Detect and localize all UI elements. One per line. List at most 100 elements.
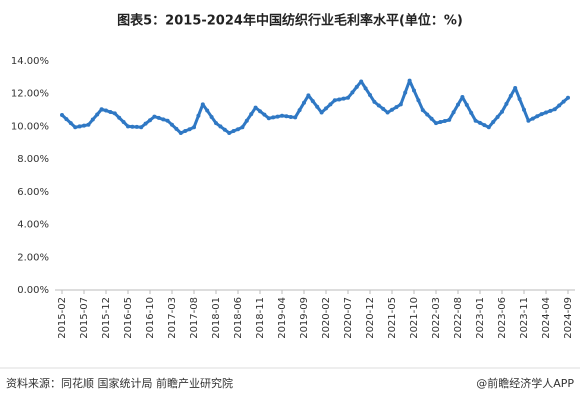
point <box>508 93 513 98</box>
source: 资料来源：同花顺 国家统计局 前瞻产业研究院 <box>6 376 233 390</box>
point <box>456 102 460 107</box>
point <box>161 117 166 122</box>
series-line <box>60 79 569 135</box>
point <box>126 124 130 129</box>
point <box>196 113 201 118</box>
credit: @前瞻经济学人APP <box>476 376 574 390</box>
point <box>302 100 306 105</box>
x-tick-label: 2015-07 <box>79 297 90 339</box>
point <box>108 110 113 115</box>
x-tick-label: 2023-01 <box>475 297 486 339</box>
point <box>416 98 421 103</box>
y-tick-label: 0.00% <box>17 285 49 296</box>
point <box>266 116 271 121</box>
x-tick-label: 2019-04 <box>277 297 288 339</box>
point <box>403 90 408 95</box>
point <box>337 97 342 102</box>
point <box>231 129 236 134</box>
x-tick-label: 2022-03 <box>431 297 442 339</box>
point <box>460 94 465 99</box>
point <box>425 112 430 117</box>
point <box>117 115 122 120</box>
x-tick-label: 2023-06 <box>497 297 508 339</box>
point <box>90 117 95 122</box>
point <box>77 124 82 129</box>
point <box>526 118 531 123</box>
point <box>566 95 570 100</box>
point <box>447 117 452 122</box>
point <box>469 110 474 115</box>
point <box>332 98 337 103</box>
point <box>368 93 372 98</box>
point <box>491 120 496 125</box>
point <box>381 106 386 111</box>
point <box>165 118 170 123</box>
x-tick-label: 2015-12 <box>101 297 112 339</box>
point <box>442 119 447 124</box>
point <box>350 90 355 95</box>
point <box>262 112 267 117</box>
x-tick-label: 2018-11 <box>255 297 266 339</box>
point <box>495 114 500 119</box>
point <box>354 84 359 89</box>
point <box>385 110 390 115</box>
point <box>95 112 100 117</box>
point <box>218 124 223 129</box>
point <box>473 118 478 123</box>
chart-title: 图表5：2015-2024年中国纺织行业毛利率水平(单位：%) <box>117 13 463 29</box>
point <box>306 93 311 98</box>
point <box>187 127 192 132</box>
x-tick-label: 2016-05 <box>123 297 134 339</box>
point <box>429 116 434 121</box>
point <box>271 115 276 120</box>
x-tick-label: 2023-11 <box>519 297 530 339</box>
y-tick-label: 2.00% <box>17 252 49 263</box>
point <box>376 103 381 108</box>
point <box>152 114 157 119</box>
x-tick-label: 2020-02 <box>321 297 332 339</box>
point <box>557 103 562 108</box>
point <box>86 122 91 127</box>
point <box>394 105 399 110</box>
x-tick-label: 2017-03 <box>167 297 178 339</box>
x-tick-label: 2024-09 <box>563 297 574 339</box>
point <box>341 96 346 101</box>
point <box>561 99 566 104</box>
point <box>552 107 557 112</box>
point <box>170 122 174 127</box>
y-tick-label: 4.00% <box>17 220 49 231</box>
point <box>258 109 262 114</box>
point <box>209 114 214 119</box>
y-tick-label: 14.00% <box>11 56 49 67</box>
point <box>324 106 328 111</box>
point <box>398 102 403 107</box>
point <box>315 104 320 109</box>
x-tick-label: 2018-06 <box>233 297 244 339</box>
point <box>412 88 416 93</box>
point <box>319 110 324 115</box>
point <box>130 124 135 129</box>
point <box>134 124 139 129</box>
point <box>275 114 280 119</box>
point <box>68 121 73 126</box>
point <box>451 110 456 115</box>
point <box>390 107 394 112</box>
point <box>372 99 377 104</box>
point <box>99 107 104 112</box>
point <box>178 130 183 135</box>
point <box>530 116 535 121</box>
point <box>143 121 148 126</box>
point <box>478 120 482 125</box>
point <box>420 108 425 113</box>
point <box>513 85 518 90</box>
point <box>517 96 522 101</box>
point <box>205 108 210 113</box>
point <box>240 125 245 130</box>
point <box>293 115 298 120</box>
x-tick-label: 2020-12 <box>365 297 376 339</box>
point <box>156 115 161 120</box>
point <box>288 114 293 119</box>
point <box>64 117 69 122</box>
x-tick-label: 2021-05 <box>387 297 398 339</box>
point <box>535 114 540 119</box>
